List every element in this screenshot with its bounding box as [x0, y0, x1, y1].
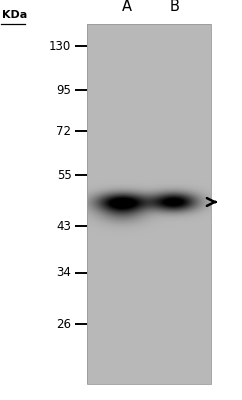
Text: B: B	[169, 0, 179, 14]
Text: 34: 34	[57, 266, 71, 279]
Text: 130: 130	[49, 40, 71, 52]
Text: 55: 55	[57, 169, 71, 182]
Text: 72: 72	[56, 125, 71, 138]
Text: A: A	[122, 0, 132, 14]
Text: 95: 95	[57, 84, 71, 96]
Text: 43: 43	[57, 220, 71, 232]
Text: 26: 26	[56, 318, 71, 330]
Text: KDa: KDa	[2, 10, 28, 20]
Bar	[87, 24, 211, 384]
